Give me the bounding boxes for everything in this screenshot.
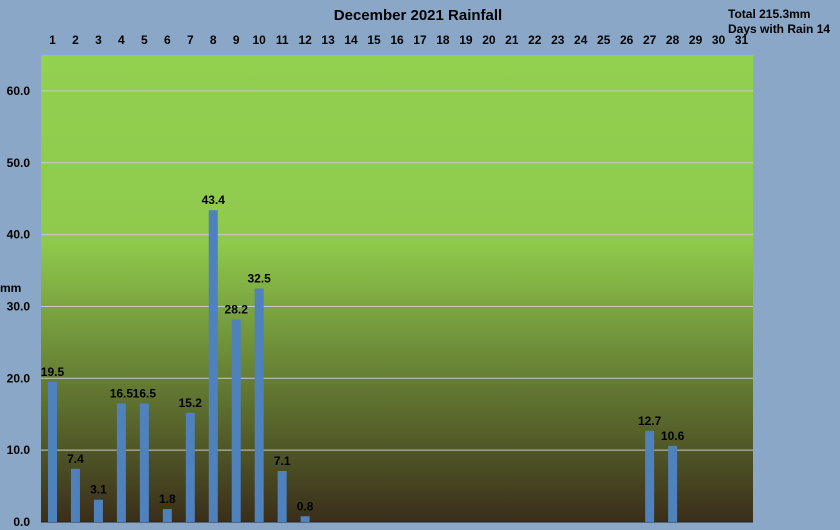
- data-label: 28.2: [225, 302, 249, 316]
- x-tick-label: 27: [643, 33, 657, 47]
- x-tick-label: 14: [344, 33, 358, 47]
- plot-area: [41, 55, 753, 522]
- x-tick-label: 31: [735, 33, 749, 47]
- bar: [668, 445, 678, 522]
- bar: [645, 430, 655, 522]
- x-tick-label: 21: [505, 33, 519, 47]
- bar: [231, 319, 241, 522]
- x-tick-label: 2: [72, 33, 79, 47]
- x-tick-label: 6: [164, 33, 171, 47]
- data-label: 32.5: [248, 272, 272, 286]
- x-axis-day-labels: 1 2 3 4 5 6 7 8 9 10 11 12 13 14 15 16 17 18 19 20 21 22 23 24 2…: [49, 33, 748, 47]
- x-tick-label: 18: [436, 33, 450, 47]
- bar: [47, 381, 57, 522]
- x-tick-label: 22: [528, 33, 542, 47]
- x-tick-label: 13: [321, 33, 335, 47]
- y-tick-label: 50.0: [7, 156, 31, 170]
- data-label: 16.5: [110, 386, 134, 400]
- x-tick-label: 8: [210, 33, 217, 47]
- data-label: 3.1: [90, 483, 107, 497]
- x-tick-label: 23: [551, 33, 565, 47]
- data-label: 43.4: [202, 193, 226, 207]
- x-tick-label: 4: [118, 33, 125, 47]
- data-label: 7.4: [67, 452, 84, 466]
- bar: [139, 403, 149, 522]
- y-axis-label: mm: [0, 281, 21, 295]
- x-tick-label: 9: [233, 33, 240, 47]
- bar: [277, 470, 287, 522]
- data-label: 16.5: [133, 386, 157, 400]
- data-label: 12.7: [638, 414, 662, 428]
- bar: [93, 499, 103, 522]
- x-tick-label: 3: [95, 33, 102, 47]
- data-label: 15.2: [179, 396, 203, 410]
- data-label: 7.1: [274, 454, 291, 468]
- x-tick-label: 11: [276, 33, 289, 47]
- x-tick-label: 15: [367, 33, 381, 47]
- chart-title: December 2021 Rainfall: [334, 7, 502, 24]
- data-label: 0.8: [297, 499, 314, 513]
- bar: [70, 468, 80, 522]
- data-label: 19.5: [41, 365, 65, 379]
- bar: [208, 210, 218, 523]
- data-label: 10.6: [661, 429, 685, 443]
- x-tick-label: 7: [187, 33, 194, 47]
- days-with-rain: Days with Rain 14: [728, 22, 830, 36]
- y-tick-label: 40.0: [7, 228, 31, 242]
- y-axis-ticks: 0.0 10.0 20.0 30.0 40.0 50.0 60.0: [7, 84, 31, 529]
- total-rainfall: Total 215.3mm: [728, 7, 810, 21]
- grid-lines: [41, 90, 753, 523]
- y-tick-label: 20.0: [7, 371, 31, 385]
- x-tick-label: 30: [712, 33, 726, 47]
- x-tick-label: 25: [597, 33, 611, 47]
- x-tick-label: 5: [141, 33, 148, 47]
- bar: [185, 412, 195, 522]
- x-tick-label: 26: [620, 33, 634, 47]
- data-label: 1.8: [159, 492, 176, 506]
- x-tick-label: 17: [413, 33, 427, 47]
- y-tick-label: 30.0: [7, 299, 31, 313]
- x-tick-label: 19: [459, 33, 473, 47]
- bar: [300, 516, 310, 522]
- x-tick-label: 20: [482, 33, 496, 47]
- x-tick-label: 28: [666, 33, 680, 47]
- x-tick-label: 29: [689, 33, 703, 47]
- bar: [254, 288, 264, 522]
- bar: [162, 509, 172, 522]
- x-tick-label: 12: [298, 33, 312, 47]
- data-labels: 19.5 7.4 3.1 16.5 16.5 1.8 15.2 43.4 28.2 32.5 7.1…: [41, 193, 685, 513]
- x-tick-label: 16: [390, 33, 404, 47]
- x-tick-label: 24: [574, 33, 588, 47]
- bars: [47, 210, 678, 523]
- x-tick-label: 1: [49, 33, 56, 47]
- y-tick-label: 60.0: [7, 84, 31, 98]
- y-tick-label: 10.0: [7, 443, 31, 457]
- x-tick-label: 10: [253, 33, 267, 47]
- y-tick-label: 0.0: [13, 515, 30, 529]
- bar: [116, 403, 126, 522]
